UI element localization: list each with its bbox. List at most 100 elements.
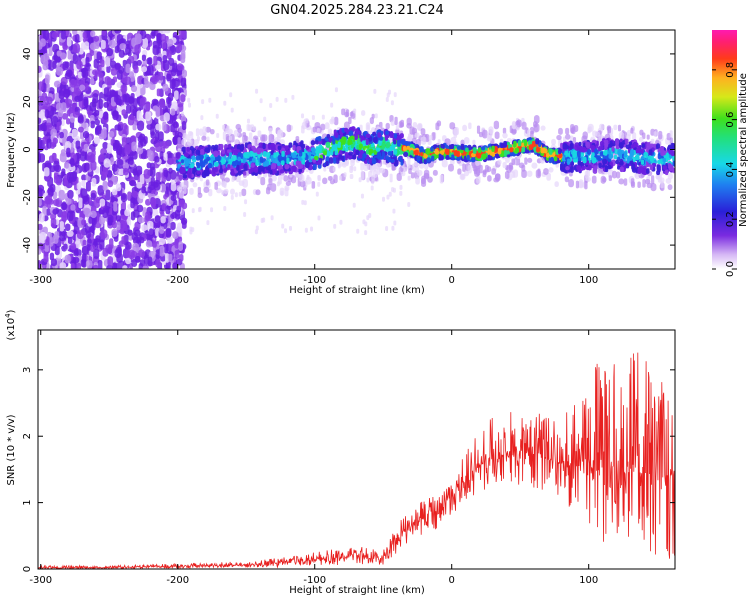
heatmap-cell — [137, 216, 145, 224]
heatmap-cell — [46, 102, 51, 112]
heatmap-cell — [148, 181, 155, 191]
heatmap-cell — [54, 30, 60, 38]
heatmap-cell — [132, 168, 138, 176]
heatmap-cell — [201, 99, 205, 105]
heatmap-cell — [548, 167, 554, 173]
heatmap-cell — [535, 146, 541, 153]
heatmap-cell — [255, 189, 261, 196]
heatmap-cell — [54, 164, 62, 173]
heatmap-cell — [207, 145, 211, 151]
heatmap-cell — [127, 229, 133, 236]
heatmap-cell — [196, 136, 200, 142]
heatmap-cell — [195, 155, 201, 161]
spectrogram-x-label: Height of straight line (km) — [289, 285, 425, 296]
heatmap-cell — [90, 244, 96, 253]
heatmap-cell — [188, 167, 192, 173]
heatmap-cell — [238, 180, 245, 186]
heatmap-cell — [542, 147, 546, 154]
heatmap-cell — [228, 158, 232, 165]
heatmap-cell — [588, 126, 592, 132]
heatmap-cell — [343, 172, 347, 178]
heatmap-cell — [364, 221, 368, 227]
heatmap-cell — [665, 177, 672, 184]
heatmap-cell — [303, 200, 307, 206]
heatmap-cell — [585, 176, 591, 182]
heatmap-cell — [291, 152, 297, 159]
heatmap-cell — [38, 248, 42, 255]
heatmap-cell — [146, 65, 151, 76]
heatmap-cell — [175, 152, 181, 159]
heatmap-cell — [180, 53, 186, 64]
heatmap-cell — [604, 150, 608, 156]
heatmap-cell — [310, 226, 314, 232]
heatmap-cell — [431, 155, 435, 162]
heatmap-cell — [671, 167, 675, 173]
heatmap-cell — [231, 177, 235, 183]
heatmap-cell — [345, 161, 349, 167]
heatmap-cell — [54, 231, 60, 240]
heatmap-cell — [81, 253, 87, 264]
heatmap-cell — [59, 262, 67, 269]
heatmap-cell — [155, 142, 162, 153]
heatmap-cell — [170, 182, 177, 192]
heatmap-cell — [337, 141, 341, 148]
heatmap-cell — [446, 149, 450, 156]
heatmap-cell — [632, 132, 637, 140]
heatmap-cell — [594, 149, 599, 155]
heatmap-cell — [463, 137, 470, 145]
heatmap-cell — [183, 132, 187, 140]
heatmap-cell — [114, 45, 120, 54]
heatmap-cell — [333, 157, 337, 164]
heatmap-cell — [81, 179, 86, 187]
heatmap-cell — [637, 181, 641, 188]
heatmap-cell — [75, 87, 81, 96]
heatmap-cell — [361, 110, 366, 116]
heatmap-cell — [435, 122, 440, 131]
heatmap-cell — [396, 172, 402, 182]
heatmap-cell — [509, 151, 515, 157]
heatmap-cell — [570, 161, 575, 166]
heatmap-cell — [168, 92, 174, 102]
heatmap-cell — [105, 244, 113, 254]
heatmap-cell — [657, 159, 662, 165]
heatmap-cell — [334, 132, 339, 138]
heatmap-cell — [385, 225, 389, 231]
heatmap-cell — [102, 207, 109, 219]
heatmap-cell — [213, 150, 219, 158]
heatmap-cell — [284, 187, 289, 197]
heatmap-cell — [237, 156, 241, 162]
heatmap-cell — [64, 254, 71, 264]
heatmap-cell — [523, 139, 528, 147]
heatmap-cell — [181, 219, 187, 229]
heatmap-cell — [136, 181, 143, 189]
heatmap-cell — [222, 124, 226, 130]
heatmap-cell — [69, 157, 75, 168]
heatmap-cell — [223, 168, 227, 173]
heatmap-cell — [374, 113, 378, 119]
heatmap-cell — [377, 132, 382, 138]
heatmap-cell — [99, 198, 106, 207]
heatmap-cell — [497, 159, 502, 165]
heatmap-cell — [618, 131, 625, 139]
heatmap-cell — [291, 165, 296, 171]
heatmap-cell — [311, 114, 315, 120]
heatmap-cell — [599, 123, 604, 131]
heatmap-cell — [316, 127, 320, 133]
heatmap-cell — [229, 92, 233, 98]
heatmap-cell — [501, 143, 506, 148]
heatmap-cell — [398, 121, 403, 129]
heatmap-cell — [617, 124, 622, 132]
heatmap-cell — [180, 94, 186, 103]
heatmap-cell — [167, 236, 173, 244]
heatmap-cell — [66, 36, 72, 47]
heatmap-cell — [369, 167, 373, 173]
heatmap-cell — [93, 248, 100, 260]
heatmap-cell — [295, 160, 301, 166]
heatmap-cell — [369, 149, 374, 154]
heatmap-cell — [270, 142, 276, 149]
heatmap-cell — [48, 46, 53, 57]
heatmap-cell — [423, 172, 430, 180]
heatmap-cell — [656, 143, 660, 149]
heatmap-cell — [181, 69, 187, 78]
heatmap-cell — [161, 203, 166, 211]
